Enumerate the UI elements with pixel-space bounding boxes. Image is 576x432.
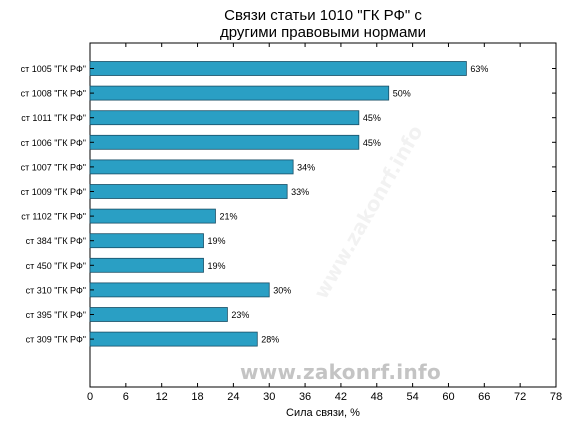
x-tick-label: 72: [514, 391, 526, 403]
y-tick-label: ст 1007 "ГК РФ": [21, 162, 86, 172]
bar: [89, 257, 204, 273]
bar: [89, 208, 216, 224]
x-tick-label: 0: [87, 391, 93, 403]
x-tick-label: 24: [227, 391, 239, 403]
bar: [89, 110, 360, 126]
y-tick-label: ст 395 "ГК РФ": [26, 310, 86, 320]
x-tick-label: 54: [406, 391, 418, 403]
bar: [89, 85, 390, 101]
data-label: 45%: [363, 138, 381, 148]
x-ticks: 0 6 12 18 24 30 36 42 48 54 60 66 72 78: [87, 43, 562, 403]
y-tick-label: ст 1011 "ГК РФ": [21, 113, 86, 123]
data-label: 34%: [297, 162, 315, 172]
data-label: 19%: [208, 236, 226, 246]
x-tick-label: 30: [263, 391, 275, 403]
x-axis-label: Сила связи, %: [286, 407, 360, 419]
bar: [89, 282, 270, 298]
x-tick-label: 66: [478, 391, 490, 403]
chart-title-line-1: Связи статьи 1010 "ГК РФ" с: [224, 7, 422, 24]
x-tick-label: 60: [442, 391, 454, 403]
y-tick-label: ст 310 "ГК РФ": [26, 285, 86, 295]
bar: [89, 331, 258, 347]
bar: [89, 233, 204, 249]
data-label: 19%: [208, 261, 226, 271]
y-tick-label: ст 450 "ГК РФ": [26, 261, 86, 271]
x-tick-label: 18: [191, 391, 203, 403]
bar: [89, 61, 467, 76]
chart-title-line-2: другими правовыми нормами: [219, 24, 426, 41]
data-label: 50%: [393, 89, 411, 99]
bar: [89, 159, 294, 175]
x-tick-label: 12: [156, 391, 168, 403]
data-labels: 63% 50% 45% 45% 34% 33% 21% 19% 19% 30% 23% 28%: [208, 64, 489, 345]
bar: [89, 307, 228, 322]
chart-title: Связи статьи 1010 "ГК РФ" с другими прав…: [90, 7, 556, 41]
y-tick-labels: ст 1005 "ГК РФ" ст 1008 "ГК РФ" ст 1011 "Г…: [21, 64, 86, 345]
data-label: 21%: [219, 212, 237, 222]
y-tick-label: ст 1009 "ГК РФ": [21, 187, 86, 197]
x-tick-label: 78: [550, 391, 562, 403]
bar: [89, 184, 288, 199]
y-tick-label: ст 1008 "ГК РФ": [21, 89, 86, 99]
y-tick-label: ст 384 "ГК РФ": [26, 236, 86, 246]
data-label: 33%: [291, 187, 309, 197]
y-tick-label: ст 1006 "ГК РФ": [21, 138, 86, 148]
y-tick-label: ст 309 "ГК РФ": [26, 335, 86, 345]
watermark-logo: www.zakonrf.info: [240, 360, 442, 384]
bars-group: [89, 61, 467, 347]
y-tick-label: ст 1102 "ГК РФ": [21, 212, 86, 222]
y-tick-label: ст 1005 "ГК РФ": [21, 64, 86, 74]
data-label: 28%: [261, 335, 279, 345]
data-label: 23%: [231, 310, 249, 320]
x-tick-label: 36: [299, 391, 311, 403]
x-tick-label: 42: [335, 391, 347, 403]
bar: [89, 134, 360, 150]
data-label: 30%: [273, 285, 291, 295]
x-tick-label: 48: [371, 391, 383, 403]
data-label: 63%: [470, 64, 488, 74]
data-label: 45%: [363, 113, 381, 123]
x-tick-label: 6: [123, 391, 129, 403]
